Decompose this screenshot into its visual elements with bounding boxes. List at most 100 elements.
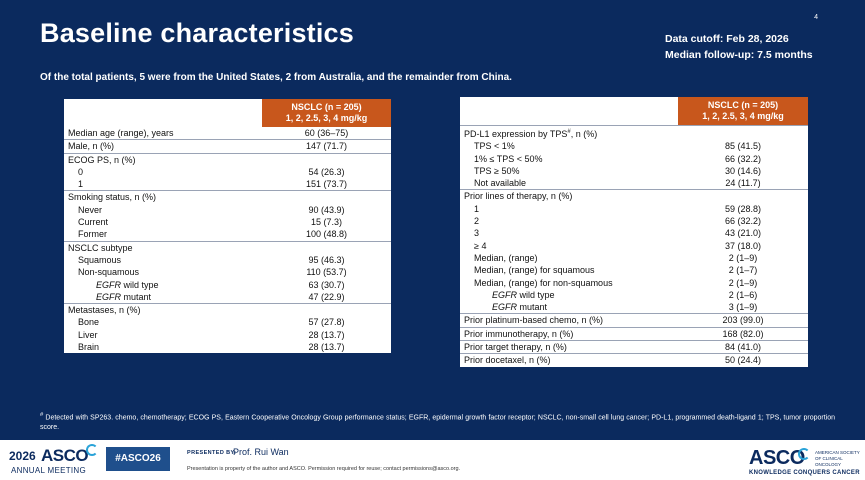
row-label-text: Median, (range) for squamous <box>474 265 595 276</box>
row-label: TPS < 1% <box>460 140 678 152</box>
row-value: 2 (1–7) <box>728 265 758 276</box>
row-label: EGFR wild type <box>460 289 678 301</box>
table-row: Metastases, n (%) <box>64 303 391 317</box>
row-value: 15 (7.3) <box>310 217 343 228</box>
row-value <box>262 152 391 166</box>
row-label-text: Never <box>78 204 103 215</box>
row-label: Median, (range) for squamous <box>460 264 678 276</box>
table-row: Bone 57 (27.8) <box>64 316 391 328</box>
table-row: Never 90 (43.9) <box>64 204 391 216</box>
table-header-row: NSCLC (n = 205) 1, 2, 2.5, 3, 4 mg/kg <box>460 97 808 126</box>
row-value: 59 (28.8) <box>724 203 762 214</box>
row-label: 2 <box>460 215 678 227</box>
row-value: 66 (32.2) <box>724 153 762 164</box>
hashtag-badge: #ASCO26 <box>106 447 170 471</box>
table-row: Brain 28 (13.7) <box>64 341 391 353</box>
table-row: Former 100 (48.8) <box>64 228 391 241</box>
table-row: 0 54 (26.3) <box>64 166 391 178</box>
row-value: 2 (1–9) <box>728 252 758 263</box>
row-label-text: Prior target therapy, n (%) <box>464 342 567 353</box>
row-label: Non-squamous <box>64 266 262 278</box>
row-value: 2 (1–9) <box>728 277 758 288</box>
table-row: Prior target therapy, n (%) 84 (41.0) <box>460 340 808 354</box>
row-label-text: 1 <box>78 179 84 190</box>
row-label-text: PD-L1 expression by TPS <box>464 129 568 139</box>
row-label-text: Liver <box>78 329 98 340</box>
asco-society-label: AMERICAN SOCIETY OF CLINICAL ONCOLOGY <box>815 450 860 467</box>
row-label: Prior docetaxel, n (%) <box>460 353 678 367</box>
header-line2: 1, 2, 2.5, 3, 4 mg/kg <box>285 113 368 123</box>
row-label: 0 <box>64 166 262 178</box>
row-label-text: ≥ 4 <box>474 240 487 251</box>
right-baseline-table: NSCLC (n = 205) 1, 2, 2.5, 3, 4 mg/kg PD… <box>460 97 808 367</box>
permission-notice: Presentation is property of the author a… <box>187 466 461 472</box>
footnote-text: Detected with SP263. chemo, chemotherapy… <box>40 414 835 432</box>
row-label-text: Smoking status, n (%) <box>68 192 157 203</box>
row-label: Male, n (%) <box>64 139 262 154</box>
row-label-text: Brain <box>78 342 100 353</box>
page-number: 4 <box>814 14 818 21</box>
row-value: 30 (14.6) <box>724 165 762 176</box>
left-baseline-table: NSCLC (n = 205) 1, 2, 2.5, 3, 4 mg/kg Me… <box>64 99 391 354</box>
row-value: 66 (32.2) <box>724 216 762 227</box>
presented-by-label: PRESENTED BY: <box>187 450 237 456</box>
table-row: Not available 24 (11.7) <box>460 177 808 190</box>
table-row: Median, (range) for squamous 2 (1–7) <box>460 264 808 276</box>
table-row: 1% ≤ TPS < 50% 66 (32.2) <box>460 153 808 165</box>
table-row: Median, (range) 2 (1–9) <box>460 252 808 264</box>
row-label: EGFR mutant <box>460 301 678 314</box>
row-label: Prior platinum-based chemo, n (%) <box>460 313 678 328</box>
row-value: 28 (13.7) <box>308 329 345 340</box>
row-label: Metastases, n (%) <box>64 303 262 317</box>
row-value <box>262 303 391 317</box>
header-line2: 1, 2, 2.5, 3, 4 mg/kg <box>702 111 784 121</box>
median-followup: Median follow-up: 7.5 months <box>665 49 813 61</box>
row-value: 151 (73.7) <box>305 179 348 190</box>
table-row: Median age (range), years 60 (36–75) <box>64 127 391 140</box>
presenter-name: Prof. Rui Wan <box>233 447 289 457</box>
row-label-text: wild type <box>121 279 159 290</box>
header-empty-cell <box>460 97 678 126</box>
row-label: Smoking status, n (%) <box>64 190 262 204</box>
row-value: 28 (13.7) <box>308 342 345 353</box>
footer-bar: 2026 ASCO ANNUAL MEETING #ASCO26 PRESENT… <box>0 440 865 480</box>
row-label-italic: EGFR <box>492 302 518 313</box>
row-label-text: Not available <box>474 178 527 189</box>
row-value: 85 (41.5) <box>724 141 762 152</box>
table-row: Prior platinum-based chemo, n (%) 203 (99… <box>460 313 808 328</box>
row-value: 24 (11.7) <box>725 178 761 189</box>
table-row: TPS ≥ 50% 30 (14.6) <box>460 165 808 177</box>
row-label-text: Squamous <box>78 254 122 265</box>
row-value: 37 (18.0) <box>724 240 762 251</box>
row-label-text: Bone <box>78 317 100 328</box>
row-value: 50 (24.4) <box>678 353 808 367</box>
row-label-text: Prior lines of therapy, n (%) <box>464 191 573 202</box>
knowledge-tagline: KNOWLEDGE CONQUERS CANCER <box>749 470 860 476</box>
row-value: 2 (1–6) <box>728 289 758 300</box>
table-row: 2 66 (32.2) <box>460 215 808 227</box>
row-value <box>262 190 391 204</box>
data-cutoff: Data cutoff: Feb 28, 2026 <box>665 33 789 45</box>
footnote-marker: # <box>40 412 44 418</box>
row-value: 203 (99.0) <box>678 313 808 328</box>
row-label: ECOG PS, n (%) <box>64 152 262 166</box>
table-row: 3 43 (21.0) <box>460 227 808 239</box>
row-label-text: Current <box>78 217 109 228</box>
table-row: Prior immunotherapy, n (%) 168 (82.0) <box>460 326 808 341</box>
row-label: Median age (range), years <box>64 127 262 140</box>
row-label-text: Metastases, n (%) <box>68 305 141 316</box>
row-label: NSCLC subtype <box>64 240 262 254</box>
row-label-text: mutant <box>121 291 152 302</box>
row-value: 147 (71.7) <box>262 139 391 154</box>
row-value: 63 (30.7) <box>308 279 345 290</box>
row-label-text: Median age (range), years <box>68 128 174 138</box>
table-row: ECOG PS, n (%) <box>64 152 391 166</box>
header-empty-cell <box>64 99 262 127</box>
row-label: Bone <box>64 316 262 328</box>
row-label: EGFR wild type <box>64 279 262 291</box>
row-label-text: Median, (range) <box>474 252 538 263</box>
table-row: ≥ 4 37 (18.0) <box>460 240 808 252</box>
row-label-suffix: , n (%) <box>570 129 598 139</box>
row-value: 84 (41.0) <box>678 340 808 354</box>
annual-meeting-label: ANNUAL MEETING <box>11 466 87 475</box>
